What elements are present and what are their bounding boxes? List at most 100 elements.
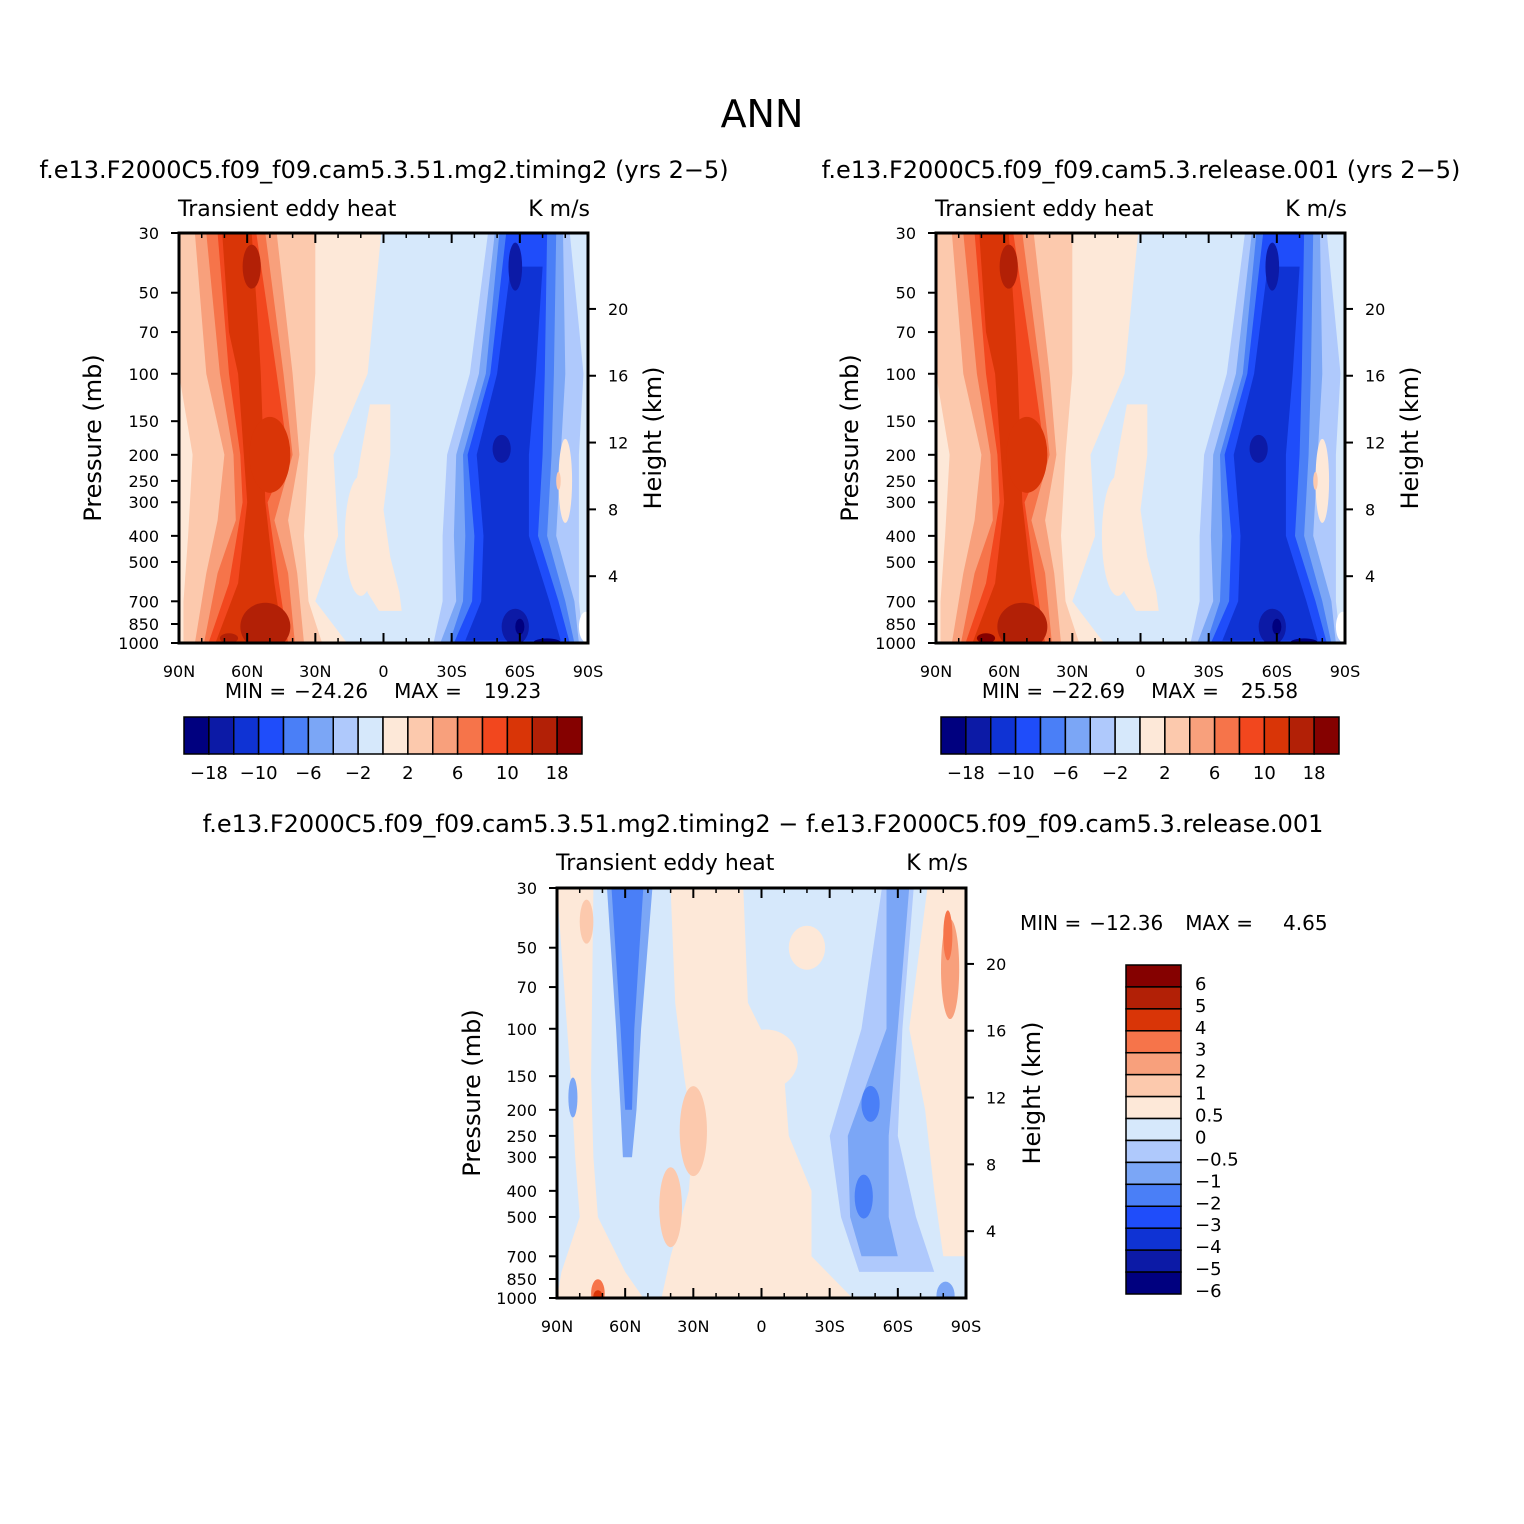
panel-model-timing2: f.e13.F2000C5.f09_f09.cam5.3.51.mg2.timi… — [39, 156, 728, 784]
colorbar-swatch — [1125, 1205, 1182, 1229]
x-tick-label: 30N — [299, 662, 331, 681]
colorbar-swatch — [940, 716, 967, 755]
x-tick-label: 0 — [1135, 662, 1145, 681]
y-tick-label: 50 — [517, 939, 537, 958]
y-tick-label: 700 — [885, 592, 916, 611]
x-tick-label: 30N — [1056, 662, 1088, 681]
colorbar-swatch — [1189, 716, 1216, 755]
equatorial-warm-band — [351, 404, 402, 611]
colorbar-swatch — [1125, 1249, 1182, 1273]
colorbar-swatch — [1125, 1008, 1182, 1032]
y-right-tick-label: 20 — [1365, 300, 1385, 319]
y-tick-label: 1000 — [496, 1289, 537, 1308]
y-tick-label: 250 — [128, 472, 159, 491]
colorbar-swatch — [1064, 716, 1091, 755]
y-right-tick-label: 20 — [608, 300, 628, 319]
max-value: 4.65 — [1283, 911, 1328, 935]
colorbar-label: −10 — [997, 763, 1035, 784]
cool-min-stratosphere — [1265, 242, 1280, 291]
diff-cool-sh-core — [847, 888, 910, 1257]
warm-contour-level-5 — [215, 233, 284, 643]
y-tick-label: 850 — [128, 615, 159, 634]
sh-polar-warm-core — [1313, 471, 1318, 490]
colorbar-swatch — [456, 716, 484, 755]
y-tick-label: 400 — [506, 1182, 537, 1201]
y-right-tick-label: 4 — [608, 567, 618, 586]
colorbar-swatch — [1089, 716, 1116, 755]
colorbar-label: 0.5 — [1195, 1106, 1224, 1127]
y-tick-label: 150 — [128, 412, 159, 431]
colorbar-swatch — [965, 716, 992, 755]
max-value: 25.58 — [1241, 679, 1298, 703]
y-right-tick-label: 8 — [1365, 500, 1375, 519]
colorbar-label: −6 — [1052, 763, 1079, 784]
colorbar-swatch — [1125, 1030, 1182, 1054]
colorbar-swatch — [1164, 716, 1191, 755]
warm-max-surface — [240, 602, 291, 643]
plot-variable-label: Transient eddy heat — [934, 197, 1154, 222]
cool-min-surface — [501, 608, 529, 643]
colorbar-swatch — [432, 716, 459, 755]
y-tick-label: 700 — [506, 1247, 537, 1266]
sh-polar-warm — [558, 438, 573, 523]
contour-plot: 90N 60N 30N 0 30S 60S 90S 30 50 70 100 150 200 250 300… — [118, 224, 628, 681]
colorbar-label: 5 — [1195, 996, 1206, 1017]
panel-difference: f.e13.F2000C5.f09_f09.cam5.3.51.mg2.timi… — [203, 810, 1328, 1336]
y-right-tick-label: 8 — [608, 500, 618, 519]
x-tick-label: 60S — [505, 662, 536, 681]
missing-data — [578, 611, 588, 642]
colorbar-swatch — [1114, 716, 1141, 755]
colorbar-swatch — [1263, 716, 1290, 755]
equatorial-warm-band — [1108, 404, 1159, 611]
colorbar-swatch — [1238, 716, 1266, 755]
min-label: MIN = — [982, 679, 1043, 703]
colorbar-swatch — [282, 716, 310, 755]
colorbar-swatch — [183, 716, 210, 755]
y-right-tick-label: 12 — [1365, 434, 1385, 453]
plot-variable-label: Transient eddy heat — [555, 851, 775, 876]
x-tick-label: 0 — [756, 1317, 766, 1336]
colorbar-swatch — [257, 716, 285, 755]
y-tick-label: 50 — [139, 284, 159, 303]
diff-cool-lower — [854, 1174, 873, 1219]
y-tick-label: 70 — [139, 323, 159, 342]
x-tick-label: 0 — [378, 662, 388, 681]
y-tick-label: 1000 — [875, 634, 916, 653]
diff-warm-3 — [579, 899, 594, 944]
y-right-tick-label: 20 — [986, 955, 1006, 974]
y-right-tick-label: 8 — [986, 1155, 996, 1174]
panel-title: f.e13.F2000C5.f09_f09.cam5.3.release.001… — [822, 156, 1461, 184]
colorbar-label: −6 — [295, 763, 322, 784]
colorbar-swatch — [332, 716, 359, 755]
y-tick-label: 100 — [128, 365, 159, 384]
colorbar-swatch — [1313, 716, 1340, 755]
x-tick-label: 30S — [814, 1317, 845, 1336]
y-tick-label: 250 — [885, 472, 916, 491]
y-tick-label: 500 — [128, 553, 159, 572]
colorbar-swatch — [1125, 1095, 1182, 1120]
diff-warm-surface-core — [593, 1290, 603, 1298]
colorbar-swatch — [531, 716, 558, 755]
max-value: 19.23 — [484, 679, 541, 703]
colorbar-swatch — [357, 716, 384, 755]
colorbar: −18 −10 −6 −2 2 6 10 18 — [940, 716, 1340, 784]
y-tick-label: 200 — [128, 446, 159, 465]
colorbar-swatch — [1125, 1227, 1182, 1251]
colorbar-label: 18 — [546, 763, 569, 784]
colorbar: −18 −10 −6 −2 2 6 10 18 — [183, 716, 583, 784]
y-axis-right-title: Height (km) — [1396, 367, 1424, 510]
y-tick-label: 850 — [506, 1270, 537, 1289]
stats-line: MIN = −12.36 MAX = 4.65 — [1020, 911, 1328, 935]
x-tick-label: 60S — [883, 1317, 914, 1336]
y-tick-label: 400 — [128, 527, 159, 546]
y-tick-label: 500 — [885, 553, 916, 572]
colorbar-swatch — [1039, 716, 1067, 755]
colorbar-label: 18 — [1303, 763, 1326, 784]
colorbar-label: 6 — [1195, 974, 1206, 995]
x-tick-label: 30N — [677, 1317, 709, 1336]
colorbar-swatch — [990, 716, 1017, 755]
y-tick-label: 300 — [506, 1148, 537, 1167]
y-tick-label: 50 — [896, 284, 916, 303]
diff-warm-patch-mid — [734, 1029, 798, 1090]
colorbar-label: 0 — [1195, 1127, 1206, 1148]
